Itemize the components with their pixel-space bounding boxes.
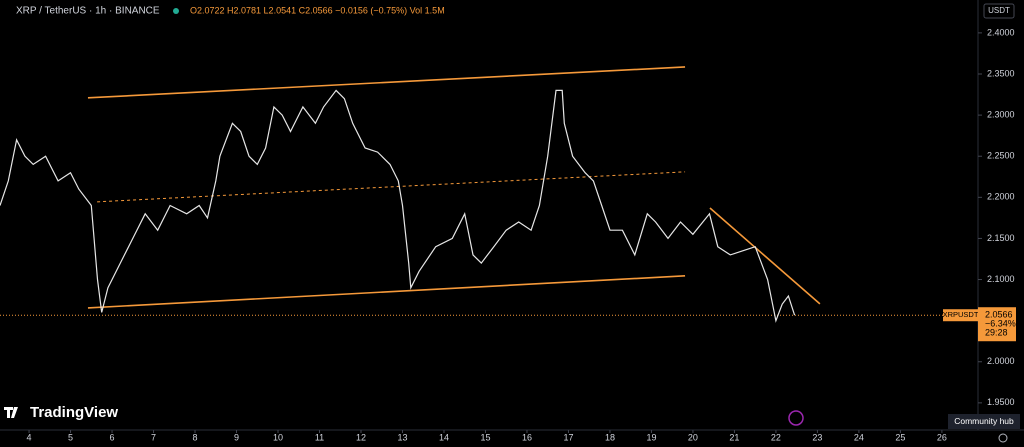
x-tick-label: 7 (151, 432, 156, 442)
community-label: Community hub (954, 416, 1014, 426)
x-tick-label: 23 (812, 432, 822, 442)
price-tag-value: 2.0566 (985, 310, 1013, 320)
y-tick-label: 2.1500 (987, 233, 1015, 243)
settings-icon[interactable] (998, 433, 1008, 443)
y-tick-label: 2.3500 (987, 68, 1015, 78)
community-button[interactable] (948, 414, 1020, 429)
x-tick-label: 4 (27, 432, 32, 442)
x-tick-label: 22 (771, 432, 781, 442)
x-tick-label: 15 (480, 432, 490, 442)
currency: USDT (988, 6, 1010, 15)
price-tag (978, 307, 1016, 342)
trend-line (87, 66, 686, 99)
symbol-title: XRP / TetherUS · 1h · BINANCE (16, 6, 160, 17)
y-tick-label: 2.3000 (987, 109, 1015, 119)
x-tick-label: 18 (605, 432, 615, 442)
x-tick-label: 13 (397, 432, 407, 442)
x-tick-label: 21 (729, 432, 739, 442)
y-tick-label: 1.9500 (987, 397, 1015, 407)
x-tick-label: 9 (234, 432, 239, 442)
x-tick-label: 5 (68, 432, 73, 442)
x-tick-label: 24 (854, 432, 864, 442)
x-tick-label: 19 (646, 432, 656, 442)
y-tick-label: 2.1000 (987, 274, 1015, 284)
ohlc-legend: O2.0722 H2.0781 L2.0541 C2.0566 −0.0156 … (190, 5, 445, 15)
symbol-tag-label: XRPUSDT (943, 310, 979, 319)
y-tick-label: 2.0000 (987, 356, 1015, 366)
currency-box[interactable] (983, 3, 1015, 19)
x-tick-label: 11 (315, 432, 324, 442)
x-tick-label: 6 (110, 432, 115, 442)
symbol-tag (943, 309, 978, 322)
x-tick-label: 8 (193, 432, 198, 442)
x-tick-label: 26 (937, 432, 947, 442)
trend-line (97, 171, 686, 203)
trend-line (709, 207, 821, 305)
brand: TradingView (30, 404, 118, 421)
y-tick-label: 2.2500 (987, 151, 1015, 161)
lightning-icon[interactable] (788, 410, 804, 426)
x-tick-label: 10 (273, 432, 283, 442)
status-dot (173, 8, 179, 14)
brand-logo (4, 407, 18, 418)
x-tick-label: 20 (688, 432, 698, 442)
x-tick-label: 16 (522, 432, 532, 442)
y-tick-label: 2.2000 (987, 192, 1015, 202)
x-tick-label: 12 (356, 432, 366, 442)
price-line (0, 89, 796, 323)
x-tick-label: 25 (895, 432, 905, 442)
x-tick-label: 17 (563, 432, 573, 442)
price-tag-change: −6.34% (985, 319, 1016, 329)
trend-line (87, 275, 686, 309)
price-tag-countdown: 29:28 (985, 328, 1008, 338)
x-tick-label: 14 (439, 432, 449, 442)
y-tick-label: 2.4000 (987, 27, 1015, 37)
